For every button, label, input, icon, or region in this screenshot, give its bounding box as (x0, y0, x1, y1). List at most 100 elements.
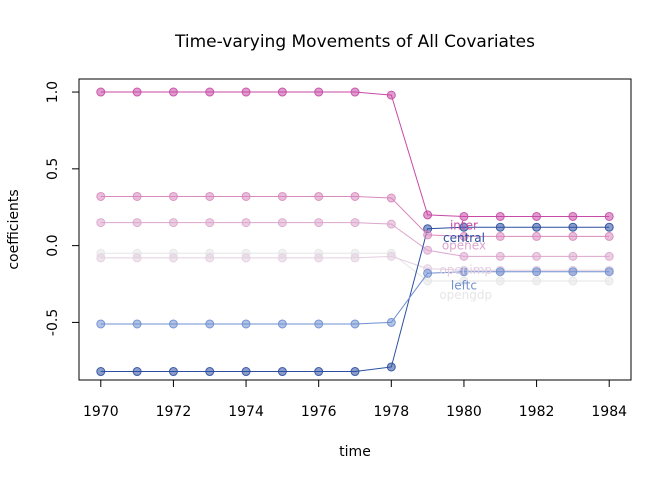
data-point (350, 319, 360, 329)
data-point (132, 367, 142, 377)
data-point (132, 319, 142, 329)
data-point (205, 319, 215, 329)
data-point (277, 319, 287, 329)
data-point (132, 87, 142, 97)
data-point (350, 87, 360, 97)
data-point (604, 276, 614, 286)
series-ninth (96, 191, 614, 241)
data-point (96, 319, 106, 329)
data-point (205, 191, 215, 201)
data-point (386, 362, 396, 372)
y-tick-label: 0.5 (45, 158, 61, 180)
data-point (568, 231, 578, 241)
data-point (568, 251, 578, 261)
data-point (386, 219, 396, 229)
data-point (96, 253, 106, 263)
x-axis: 1970 1972 1974 1976 1978 1980 1982 1984 (83, 379, 627, 420)
data-point (459, 231, 469, 241)
data-point (604, 211, 614, 221)
data-point (314, 367, 324, 377)
data-point (423, 268, 433, 278)
data-point (495, 231, 505, 241)
data-point (495, 276, 505, 286)
data-point (168, 253, 178, 263)
series-central (96, 222, 614, 377)
data-point (205, 253, 215, 263)
x-axis-title: time (339, 444, 371, 460)
data-point (459, 267, 469, 277)
data-point (604, 231, 614, 241)
data-point (495, 211, 505, 221)
data-point (314, 191, 324, 201)
data-point (423, 230, 433, 240)
x-tick-label: 1974 (228, 404, 264, 420)
data-point (350, 367, 360, 377)
data-point (205, 367, 215, 377)
data-point (132, 218, 142, 228)
data-point (132, 253, 142, 263)
data-point (532, 276, 542, 286)
data-point (423, 245, 433, 255)
data-point (168, 191, 178, 201)
data-point (350, 218, 360, 228)
data-point (386, 193, 396, 203)
y-tick-label: 1.0 (45, 81, 61, 103)
data-point (568, 211, 578, 221)
data-point (277, 218, 287, 228)
data-point (277, 253, 287, 263)
data-point (205, 218, 215, 228)
data-point (168, 87, 178, 97)
data-point (277, 367, 287, 377)
plot-frame (78, 78, 632, 381)
data-point (459, 276, 469, 286)
x-tick-label: 1978 (373, 404, 409, 420)
data-point (314, 87, 324, 97)
series-label-openimp: openimp (439, 263, 492, 277)
data-point (168, 319, 178, 329)
data-point (350, 191, 360, 201)
data-point (532, 222, 542, 232)
data-point (532, 231, 542, 241)
x-tick-label: 1982 (519, 404, 555, 420)
series-openex (96, 218, 614, 261)
x-tick-label: 1972 (156, 404, 192, 420)
data-point (96, 218, 106, 228)
data-point (604, 251, 614, 261)
data-point (314, 319, 324, 329)
data-point (241, 218, 251, 228)
data-point (350, 253, 360, 263)
data-point (459, 211, 469, 221)
data-point (314, 253, 324, 263)
data-point (423, 210, 433, 220)
data-point (532, 251, 542, 261)
data-point (132, 191, 142, 201)
data-point (459, 222, 469, 232)
data-point (386, 90, 396, 100)
data-point (241, 253, 251, 263)
data-point (568, 267, 578, 277)
data-point (241, 87, 251, 97)
series-inter (96, 87, 614, 221)
data-point (568, 222, 578, 232)
data-point (205, 87, 215, 97)
data-point (459, 251, 469, 261)
data-point (241, 319, 251, 329)
data-point (495, 222, 505, 232)
data-point (386, 317, 396, 327)
data-point (495, 267, 505, 277)
series-label-central: central (443, 231, 485, 245)
series-label-opengdp: opengdp (439, 288, 492, 302)
y-tick-label: -0.5 (45, 309, 61, 336)
x-tick-label: 1976 (301, 404, 337, 420)
data-point (277, 191, 287, 201)
data-point (423, 276, 433, 286)
data-point (568, 276, 578, 286)
y-tick-label: 0.0 (45, 234, 61, 256)
data-point (168, 218, 178, 228)
series-label-inter: inter (450, 219, 478, 233)
data-point (96, 367, 106, 377)
x-tick-label: 1984 (591, 404, 627, 420)
data-point (386, 251, 396, 261)
